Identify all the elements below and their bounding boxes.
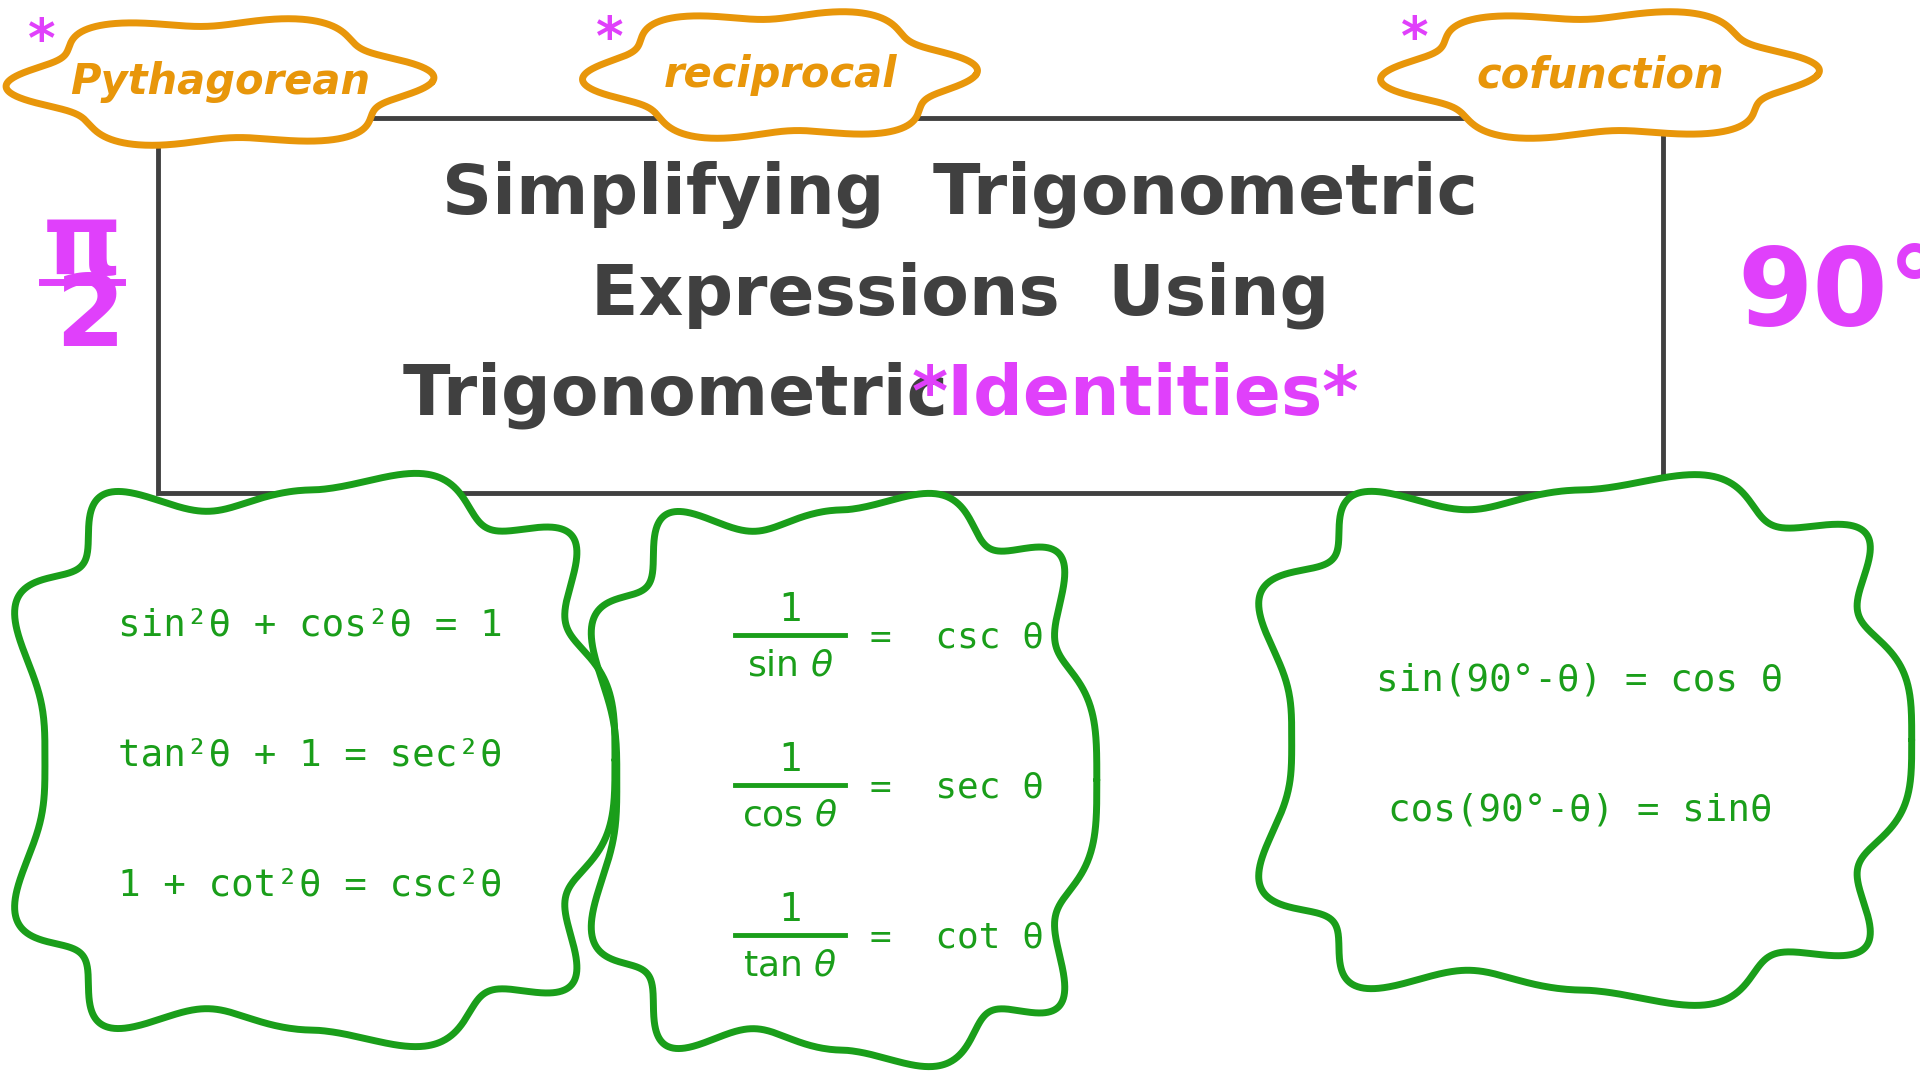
Text: 1: 1 [778,891,803,929]
Text: cos $\theta$: cos $\theta$ [743,798,837,832]
Text: sin(90°-θ) = cos θ: sin(90°-θ) = cos θ [1377,662,1784,698]
Text: Pythagorean: Pythagorean [69,60,371,103]
Polygon shape [1260,474,1912,1005]
Text: tan²θ + 1 = sec²θ: tan²θ + 1 = sec²θ [117,737,503,773]
Text: 1: 1 [778,741,803,779]
Text: *: * [29,16,56,68]
Text: 2: 2 [56,270,125,366]
Text: sin²θ + cos²θ = 1: sin²θ + cos²θ = 1 [117,607,503,643]
Text: tan $\theta$: tan $\theta$ [743,948,837,982]
Text: cos(90°-θ) = sinθ: cos(90°-θ) = sinθ [1388,792,1772,828]
Text: reciprocal: reciprocal [662,54,897,96]
Text: sin $\theta$: sin $\theta$ [747,648,833,681]
Polygon shape [1380,12,1820,138]
Text: Expressions  Using: Expressions Using [591,261,1329,328]
Bar [157,118,1663,492]
Text: *: * [1402,14,1428,66]
Text: *Identities*: *Identities* [912,362,1359,429]
Polygon shape [15,473,614,1047]
Text: =  csc θ: = csc θ [870,620,1044,654]
Text: 1 + cot²θ = csc²θ: 1 + cot²θ = csc²θ [117,867,503,903]
Text: =  cot θ: = cot θ [870,920,1044,954]
Text: 90°: 90° [1738,242,1920,348]
Text: 1: 1 [778,591,803,629]
Text: cofunction: cofunction [1476,54,1724,96]
Polygon shape [591,494,1096,1067]
Polygon shape [6,18,434,146]
Polygon shape [582,12,977,138]
Text: =  sec θ: = sec θ [870,770,1044,804]
Text: Trigonometric: Trigonometric [403,361,996,429]
Text: Simplifying  Trigonometric: Simplifying Trigonometric [442,161,1478,229]
Text: *: * [597,14,624,66]
Text: π: π [42,200,121,297]
